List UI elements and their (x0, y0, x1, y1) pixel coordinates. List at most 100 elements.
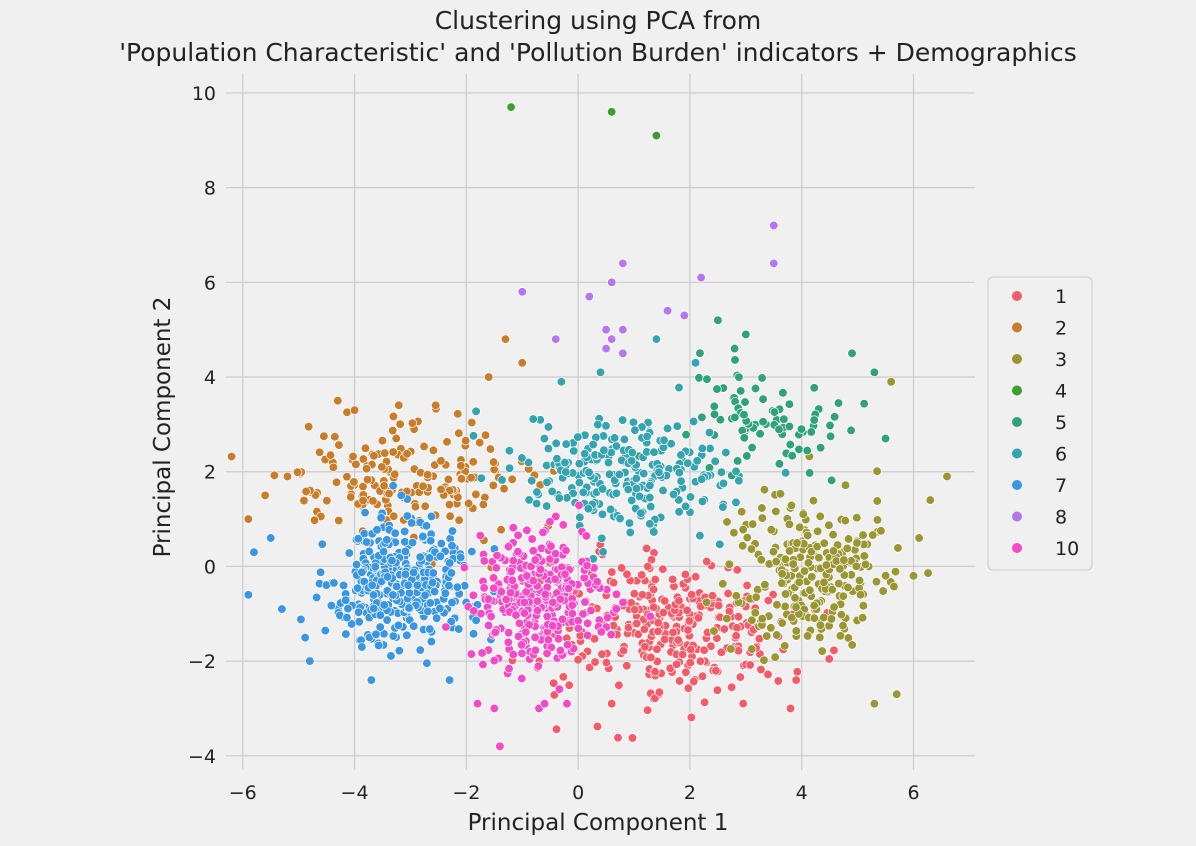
data-point (715, 539, 725, 549)
data-point (595, 367, 606, 377)
data-point (718, 502, 728, 512)
data-point (607, 699, 617, 709)
data-point (496, 525, 506, 535)
data-point (687, 590, 697, 600)
data-point (791, 626, 801, 636)
data-point (685, 658, 695, 668)
data-point (382, 615, 392, 625)
data-point (320, 625, 330, 636)
data-point (377, 462, 387, 472)
data-point (738, 524, 748, 535)
data-point (817, 646, 827, 656)
data-point (425, 624, 435, 634)
data-point (674, 596, 684, 606)
data-point (366, 675, 376, 685)
data-point (351, 559, 362, 570)
data-point (334, 440, 344, 450)
data-point (742, 451, 752, 461)
data-point (503, 542, 514, 552)
data-point (780, 468, 791, 478)
data-point (611, 604, 621, 614)
data-point (859, 399, 869, 409)
data-point (739, 433, 749, 443)
data-point (683, 683, 693, 693)
data-point (696, 272, 706, 283)
data-point (370, 562, 380, 572)
data-point (684, 616, 694, 626)
data-point (815, 511, 825, 522)
data-point (393, 620, 404, 630)
data-point (846, 425, 856, 436)
data-point (467, 417, 477, 428)
legend-marker (1012, 291, 1022, 301)
data-point (575, 512, 585, 523)
data-point (699, 645, 709, 655)
data-point (523, 457, 534, 468)
legend-marker (1012, 448, 1022, 459)
data-point (709, 626, 719, 636)
data-point (368, 496, 378, 506)
legend-entry-label: 4 (1055, 381, 1067, 403)
data-point (560, 457, 570, 468)
scatter-points (226, 102, 952, 751)
data-point (778, 388, 788, 398)
data-point (711, 666, 721, 676)
x-tick-label: −2 (452, 782, 480, 804)
data-point (360, 443, 371, 453)
data-point (792, 667, 802, 677)
data-point (527, 534, 537, 544)
y-tick-label: −2 (188, 651, 216, 673)
data-point (718, 579, 728, 589)
data-point (731, 591, 741, 601)
data-point (394, 400, 404, 410)
data-point (860, 559, 871, 570)
data-point (735, 672, 745, 682)
data-point (784, 546, 795, 556)
data-point (605, 504, 616, 515)
data-point (561, 439, 571, 449)
data-point (685, 492, 696, 502)
data-point (622, 661, 632, 671)
data-point (836, 609, 846, 620)
data-point (840, 515, 850, 526)
data-point (517, 453, 527, 463)
data-point (428, 445, 439, 456)
data-point (766, 623, 776, 633)
data-point (838, 591, 848, 601)
data-point (673, 635, 683, 645)
data-point (769, 407, 780, 417)
data-point (404, 588, 415, 598)
data-point (691, 572, 701, 582)
series-1 (507, 539, 839, 743)
data-point (443, 474, 454, 485)
data-point (824, 654, 834, 664)
data-point (733, 612, 744, 622)
data-point (388, 447, 398, 457)
data-point (531, 498, 542, 509)
data-point (513, 530, 523, 540)
data-point (396, 490, 406, 501)
data-point (432, 613, 442, 623)
data-point (772, 630, 782, 640)
data-point (683, 458, 693, 468)
data-point (699, 697, 710, 707)
data-point (521, 627, 531, 637)
data-point (627, 495, 637, 506)
data-point (373, 640, 384, 651)
data-point (519, 597, 530, 608)
data-point (772, 600, 782, 610)
data-point (689, 676, 699, 687)
data-point (696, 474, 707, 484)
data-point (809, 600, 819, 611)
data-point (835, 564, 845, 574)
data-point (825, 420, 835, 431)
data-point (292, 467, 303, 477)
data-point (826, 475, 837, 486)
data-point (436, 484, 446, 495)
data-point (369, 451, 379, 461)
data-point (701, 597, 712, 607)
x-tick-label: 4 (796, 782, 808, 804)
data-point (444, 675, 455, 685)
data-point (736, 386, 746, 396)
data-point (407, 537, 418, 548)
